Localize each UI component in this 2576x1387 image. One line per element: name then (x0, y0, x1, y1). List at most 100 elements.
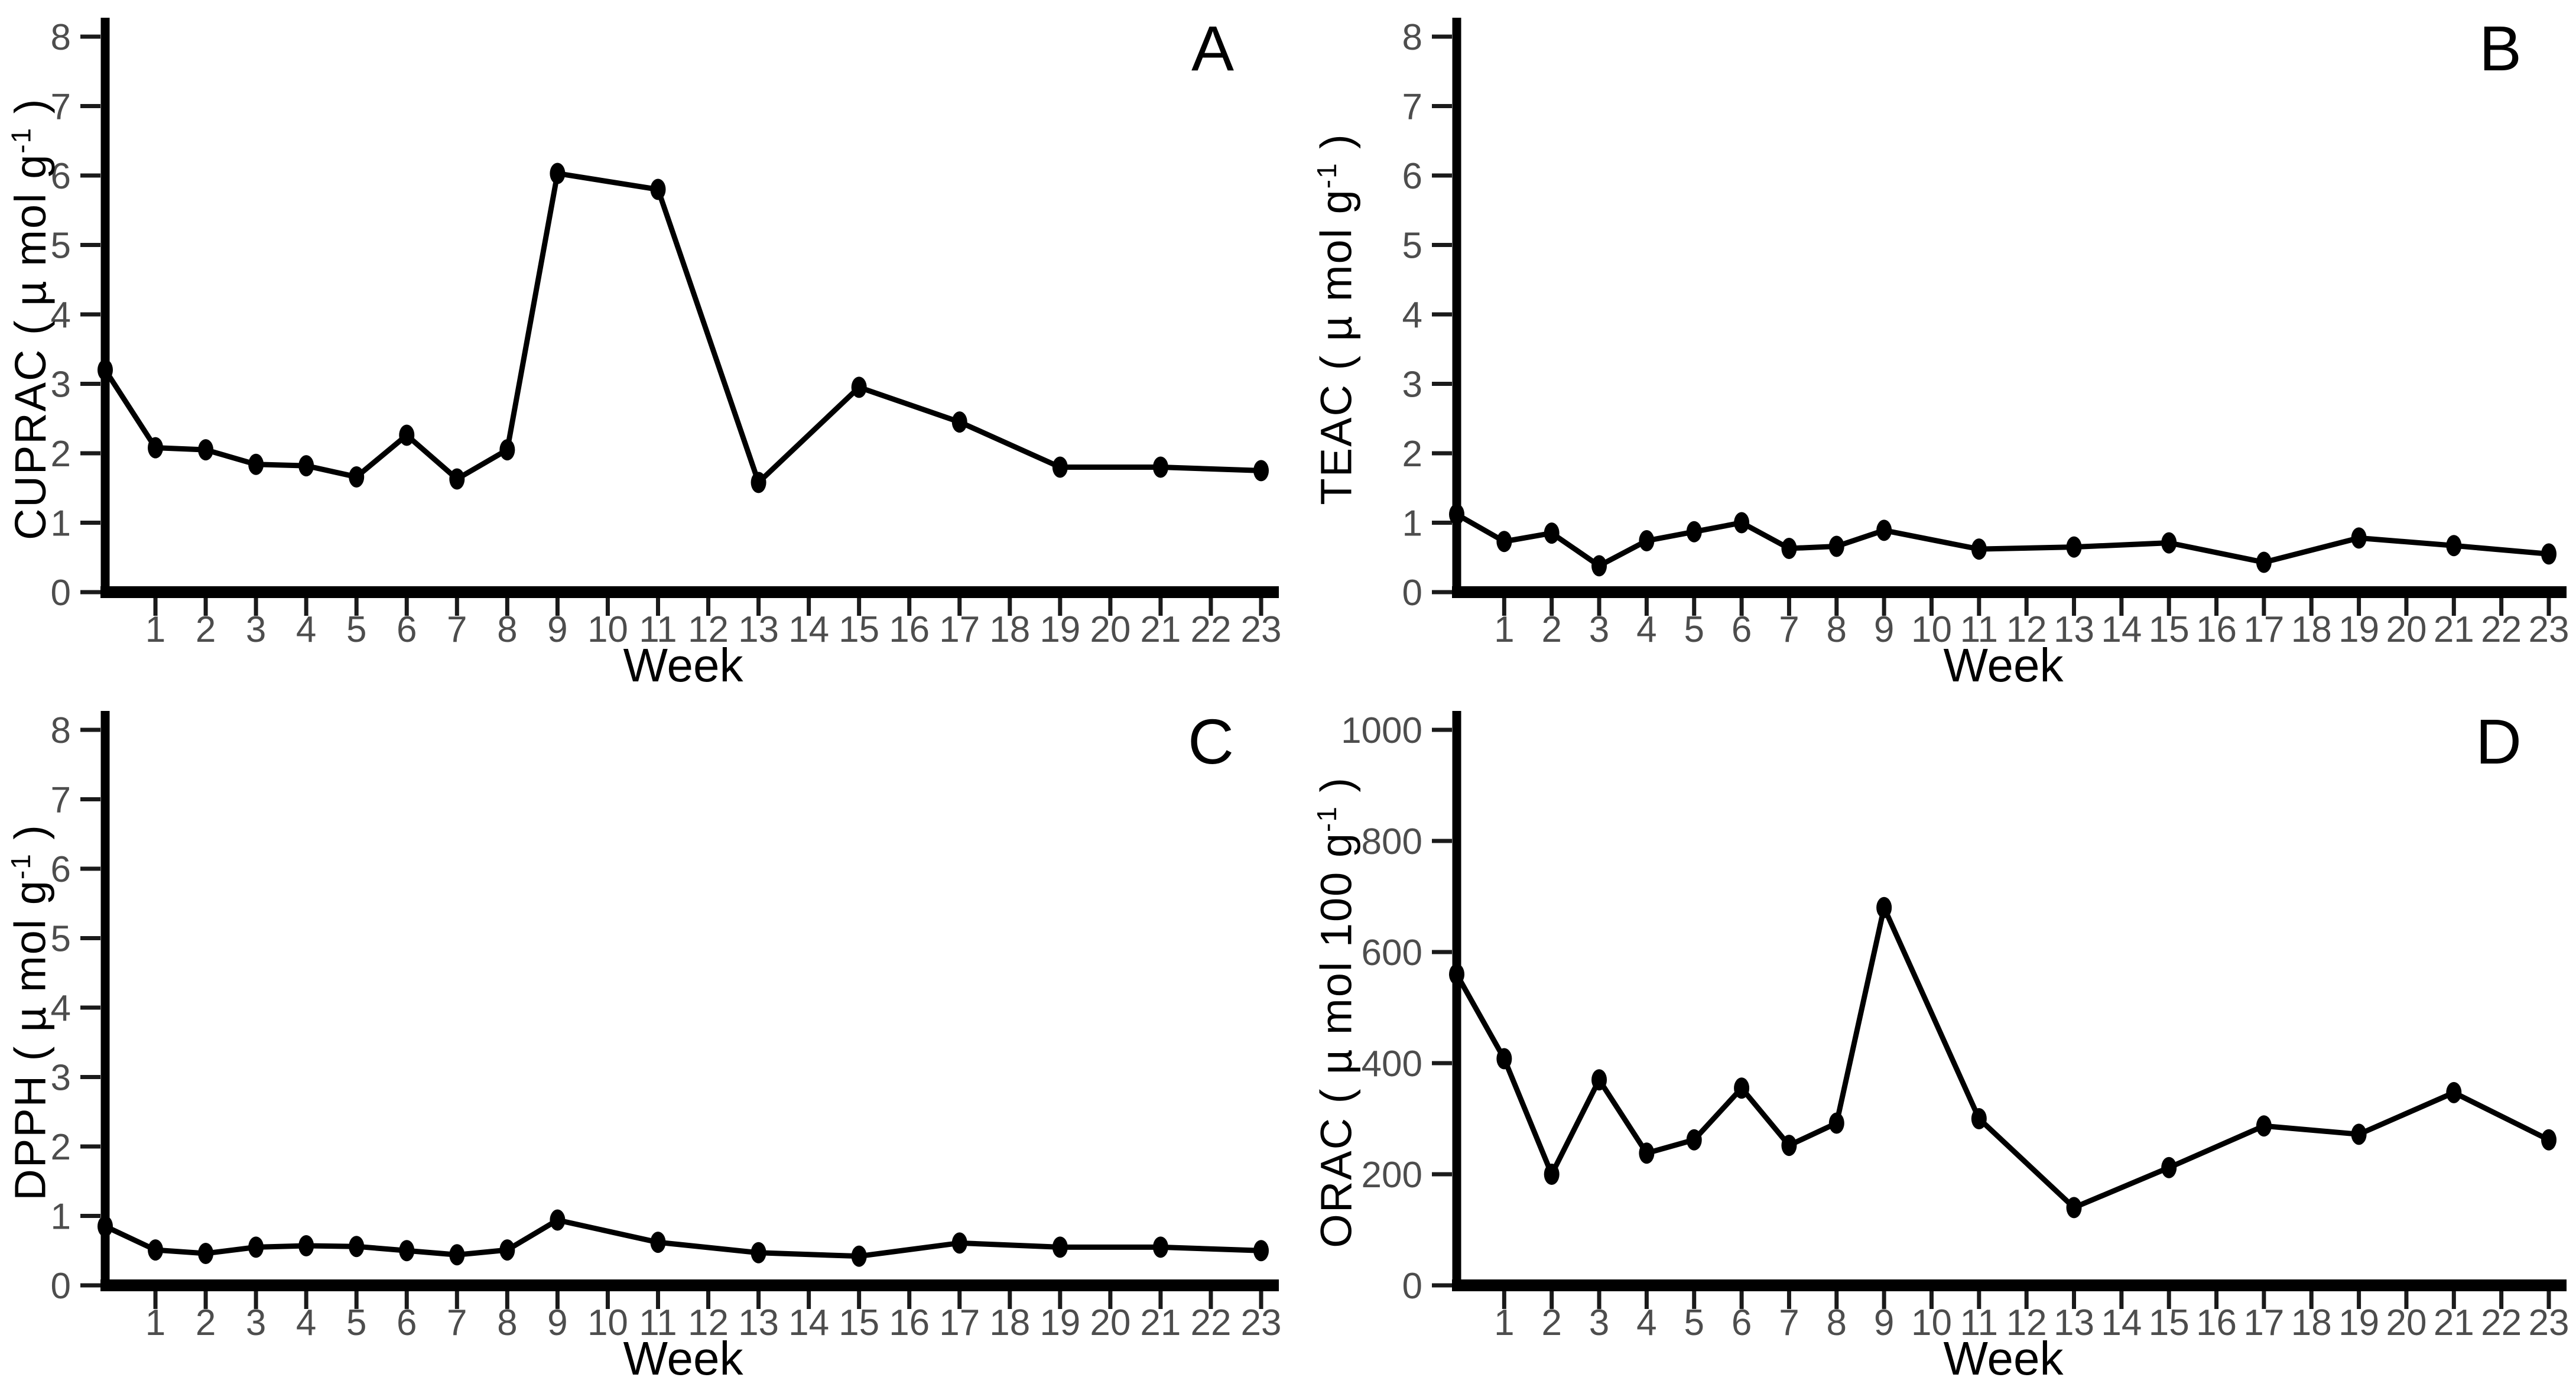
y-tick-label: 0 (1402, 573, 1422, 613)
data-point (349, 466, 365, 488)
data-point (1544, 1164, 1560, 1185)
data-point (1734, 1077, 1750, 1099)
data-point (2541, 543, 2556, 565)
data-point (2256, 551, 2272, 573)
x-tick-label: 6 (397, 609, 417, 650)
data-point (851, 376, 867, 398)
y-tick-label: 600 (1362, 933, 1422, 973)
data-point (499, 439, 515, 461)
data-point (1828, 535, 1844, 557)
data-point (1971, 1108, 1987, 1129)
y-tick-label: 0 (51, 1266, 71, 1307)
x-tick-label: 2 (1541, 1302, 1561, 1343)
data-point (148, 1239, 164, 1261)
x-tick-label: 12 (2006, 609, 2047, 650)
data-point (1591, 555, 1607, 577)
x-tick-label: 1 (1494, 609, 1514, 650)
x-tick-label: 10 (1911, 609, 1952, 650)
y-tick-label: 8 (51, 17, 71, 58)
data-point (1052, 456, 1068, 478)
y-tick-label: 5 (51, 919, 71, 960)
data-point (2446, 535, 2462, 557)
x-tick-label: 13 (2054, 609, 2094, 650)
x-tick-label: 21 (1140, 609, 1181, 650)
x-tick-label: 19 (1040, 1302, 1080, 1343)
x-tick-label: 2 (1541, 609, 1561, 650)
data-point (198, 439, 214, 461)
data-point (751, 472, 766, 493)
data-point (1876, 519, 1892, 541)
data-point (1052, 1236, 1068, 1258)
data-point (499, 1239, 515, 1261)
data-point (2161, 532, 2177, 554)
x-tick-label: 12 (688, 609, 729, 650)
panel-C: 1 2 3 4 5 6 7 8 9 10 11 12 13 14 15 16 17 18 19 20 21 22 23 0 1 2… (0, 693, 1288, 1387)
data-line (103, 170, 1262, 488)
data-point (650, 1232, 666, 1253)
data-point (1639, 1142, 1655, 1164)
x-tick-label: 20 (1090, 609, 1131, 650)
y-tick-label: 6 (1402, 156, 1422, 197)
data-point (1496, 1048, 1512, 1070)
y-tick-label: 7 (51, 87, 71, 128)
x-tick-label: 20 (1090, 1302, 1131, 1343)
x-tick-label: 20 (2386, 609, 2426, 650)
y-tick-label: 3 (1402, 365, 1422, 405)
data-point (1449, 504, 1464, 525)
line-chart-orac: 1 2 3 4 5 6 7 8 9 10 11 12 13 14 15 16 17 18 19 20 21 22 23020… (1341, 710, 2569, 1343)
line-chart-teac: 1 2 3 4 5 6 7 8 9 10 11 12 13 14 15 16 17 18 19 20 21 22 23012… (1402, 17, 2569, 650)
data-point (1496, 531, 1512, 553)
x-tick-label: 15 (839, 609, 879, 650)
y-tick-label: 6 (51, 156, 71, 197)
x-tick-label: 12 (688, 1302, 729, 1343)
x-tick-label: 7 (1779, 1302, 1799, 1343)
y-tick-label: 0 (1402, 1266, 1422, 1307)
line-chart-dpph: 1 2 3 4 5 6 7 8 9 10 11 12 13 14 15 16 17 18 19 20 21 22 23012… (51, 710, 1282, 1343)
x-axis-title: Week (623, 639, 743, 691)
x-tick-label: 6 (1732, 609, 1752, 650)
x-tick-label: 4 (1636, 609, 1656, 650)
x-tick-label: 7 (1779, 609, 1799, 650)
x-tick-label: 10 (587, 609, 628, 650)
x-axis-title: Week (1943, 1332, 2064, 1385)
y-tick-label: 4 (51, 295, 71, 336)
x-tick-label: 21 (2434, 609, 2474, 650)
data-point (148, 437, 164, 459)
data-point (2256, 1115, 2272, 1137)
y-tick-label: 8 (51, 710, 71, 751)
panel-letter: B (2478, 12, 2522, 84)
y-tick-label: 1 (1402, 504, 1422, 544)
data-point (2161, 1157, 2177, 1178)
x-tick-label: 5 (1684, 609, 1704, 650)
x-tick-label: 1 (145, 1302, 165, 1343)
y-tick-label: 1 (51, 1197, 71, 1237)
x-tick-label: 5 (1684, 1302, 1704, 1343)
data-point (1591, 1069, 1607, 1091)
data-point (2351, 527, 2367, 549)
x-tick-label: 11 (1960, 1302, 1998, 1343)
panel-B: 1 2 3 4 5 6 7 8 9 10 11 12 13 14 15 16 17 18 19 20 21 22 23 0 1 2… (1288, 0, 2576, 693)
x-tick-label: 23 (2529, 609, 2569, 650)
data-point (1253, 1240, 1269, 1262)
x-tick-label: 17 (939, 609, 980, 650)
y-tick-label: 800 (1362, 821, 1422, 862)
data-point (399, 1240, 415, 1262)
x-tick-label: 22 (2481, 609, 2522, 650)
y-tick-label: 2 (51, 1127, 71, 1168)
x-tick-label: 8 (497, 1302, 517, 1343)
line-chart-cuprac: 1 2 3 4 5 6 7 8 9 10 11 12 13 14 15 16 17 18 19 20 21 22 23012… (51, 17, 1282, 650)
data-point (298, 455, 314, 477)
x-tick-label: 12 (2006, 1302, 2047, 1343)
data-point (650, 178, 666, 200)
x-tick-label: 7 (447, 609, 467, 650)
x-tick-label: 19 (2338, 609, 2379, 650)
x-tick-label: 23 (2529, 1302, 2569, 1343)
x-tick-label: 14 (2101, 609, 2142, 650)
panel-letter: A (1191, 12, 1234, 84)
data-point (550, 1209, 566, 1231)
y-tick-label: 8 (1402, 17, 1422, 58)
x-tick-label: 2 (196, 1302, 216, 1343)
x-tick-label: 19 (1040, 609, 1080, 650)
x-tick-label: 14 (2101, 1302, 2142, 1343)
data-point (1781, 1135, 1797, 1157)
